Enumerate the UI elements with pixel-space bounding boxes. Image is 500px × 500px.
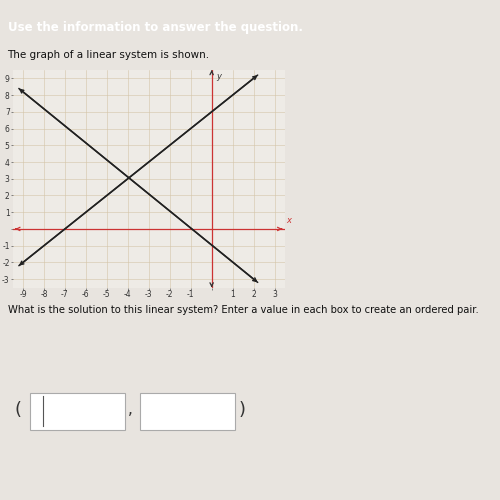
Bar <box>30 392 125 430</box>
Text: ,: , <box>128 402 132 417</box>
Text: Use the information to answer the question.: Use the information to answer the questi… <box>8 20 302 34</box>
Text: ): ) <box>239 401 246 419</box>
Text: (: ( <box>14 401 21 419</box>
Text: What is the solution to this linear system? Enter a value in each box to create : What is the solution to this linear syst… <box>8 304 478 315</box>
Text: x: x <box>286 216 291 225</box>
Text: The graph of a linear system is shown.: The graph of a linear system is shown. <box>8 50 209 60</box>
Text: y: y <box>216 72 221 80</box>
Bar <box>140 392 235 430</box>
